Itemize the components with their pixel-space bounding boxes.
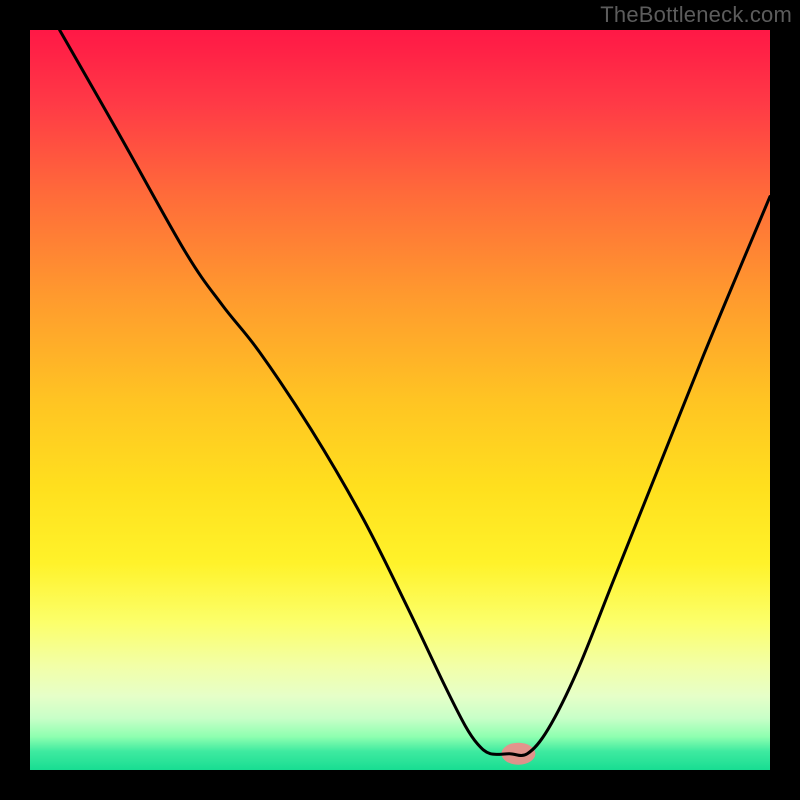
watermark-text: TheBottleneck.com bbox=[600, 2, 792, 28]
bottleneck-chart bbox=[0, 0, 800, 800]
plot-area bbox=[30, 30, 770, 770]
chart-stage: TheBottleneck.com bbox=[0, 0, 800, 800]
